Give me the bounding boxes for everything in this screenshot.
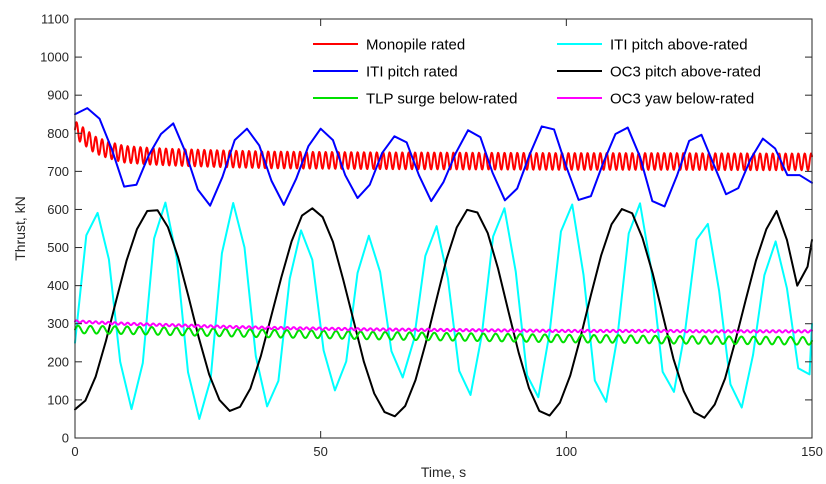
plot-frame [74, 18, 813, 439]
series-line-oc3-pitch-above-rated [74, 207, 813, 419]
y-tick-label: 200 [47, 354, 69, 369]
y-tick-label: 300 [47, 316, 69, 331]
tick-layer: 0 50 100 150 0 100 200 300 400 500 600 700 800 900 100… [40, 12, 823, 460]
series-line-oc3-yaw-below-rated [74, 319, 813, 334]
y-tick-label: 1000 [40, 50, 69, 65]
plot-background [75, 19, 812, 438]
y-tick-label: 900 [47, 88, 69, 103]
x-tick-label: 50 [313, 444, 327, 459]
legend-label-tlp-surge-below-rated: TLP surge below-rated [366, 91, 517, 108]
legend-label-oc3-pitch-above-rated: OC3 pitch above-rated [610, 64, 761, 81]
y-tick-label: 800 [47, 126, 69, 141]
series-layer [74, 107, 813, 420]
series-line-tlp-surge-below-rated [74, 324, 813, 346]
y-tick-label: 1100 [41, 12, 69, 27]
series-line-iti-pitch-above-rated [74, 201, 813, 420]
y-tick-label: 500 [47, 240, 69, 255]
y-tick-label: 100 [47, 392, 69, 407]
legend-label-iti-pitch-above-rated: ITI pitch above-rated [610, 37, 748, 54]
legend-label-oc3-yaw-below-rated: OC3 yaw below-rated [610, 91, 754, 108]
x-tick-label: 150 [801, 444, 823, 459]
x-tick-label: 100 [555, 444, 577, 459]
y-axis-title: Thrust, kN [12, 196, 28, 261]
legend-label-iti-pitch-rated: ITI pitch rated [366, 64, 458, 81]
y-tick-label: 0 [62, 431, 69, 446]
series-line-iti-pitch-rated [74, 107, 813, 208]
series-line-monopile-rated [74, 121, 813, 172]
y-tick-label: 700 [47, 164, 69, 179]
y-tick-label: 400 [47, 278, 69, 293]
legend-label-monopile-rated: Monopile rated [366, 37, 465, 54]
x-tick-label: 0 [71, 444, 78, 459]
y-tick-label: 600 [47, 202, 69, 217]
legend: Monopile rated ITI pitch above-rated ITI p… [313, 37, 761, 108]
x-axis-title: Time, s [421, 464, 466, 480]
